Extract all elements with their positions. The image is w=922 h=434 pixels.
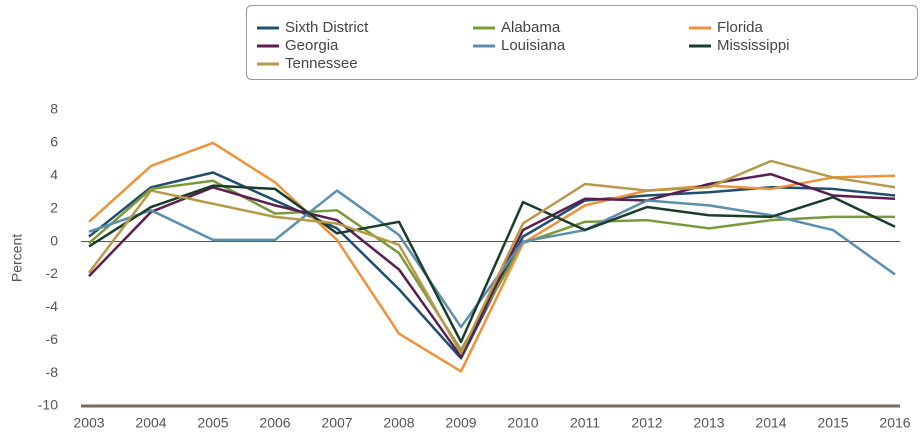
legend-label: Georgia — [285, 37, 339, 54]
x-tick-label: 2008 — [383, 415, 414, 431]
series-line — [88, 189, 896, 329]
y-tick-label: -4 — [46, 298, 59, 314]
legend: Sixth District Alabama Florida Georgia Louis… — [257, 19, 790, 72]
legend-label: Mississippi — [717, 37, 790, 54]
x-tick-label: 2013 — [693, 415, 724, 431]
y-tick-label: -2 — [46, 265, 59, 281]
x-tick-label: 2016 — [879, 415, 910, 431]
series-line — [88, 184, 896, 344]
x-tick-label: 2015 — [817, 415, 848, 431]
x-tick-label: 2005 — [197, 415, 228, 431]
x-tick-label: 2009 — [445, 415, 476, 431]
y-tick-label: 8 — [50, 101, 58, 117]
series-line — [88, 179, 895, 352]
legend-label: Sixth District — [285, 19, 369, 36]
x-tick-label: 2007 — [321, 415, 352, 431]
series-line — [88, 141, 896, 373]
x-tick-label: 2012 — [631, 415, 662, 431]
series-line — [88, 172, 896, 358]
y-axis-label: Percent — [9, 234, 25, 282]
x-tick-label: 2003 — [73, 415, 104, 431]
x-tick-label: 2006 — [259, 415, 290, 431]
legend-label: Florida — [717, 19, 764, 36]
series-line — [88, 159, 896, 355]
y-tick-label: -10 — [38, 397, 58, 413]
legend-label: Alabama — [501, 19, 561, 36]
y-tick-label: 0 — [50, 232, 58, 248]
series-line — [88, 171, 896, 360]
y-tick-label: 4 — [50, 166, 58, 182]
legend-label: Tennessee — [285, 55, 358, 72]
x-tick-label: 2011 — [570, 415, 600, 431]
y-tick-label: 6 — [50, 134, 58, 150]
y-tick-label: -6 — [46, 331, 59, 347]
x-tick-label: 2004 — [135, 415, 166, 431]
y-tick-label: -8 — [46, 364, 59, 380]
x-tick-label: 2014 — [755, 415, 786, 431]
y-tick-label: 2 — [50, 199, 58, 215]
legend-label: Louisiana — [501, 37, 566, 54]
x-tick-label: 2010 — [507, 415, 538, 431]
legend-box — [246, 5, 918, 80]
